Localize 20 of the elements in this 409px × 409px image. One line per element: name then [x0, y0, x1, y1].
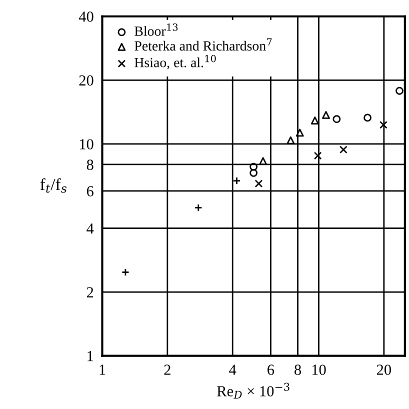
- x-axis-title: Re$_{D}$ × 10$^{−3}$: [217, 382, 290, 399]
- y-tick-label: 4: [86, 224, 94, 234]
- x-tick-label: 10: [312, 364, 326, 375]
- y-tick-label: 20: [79, 75, 94, 86]
- legend-label: Bloor$^{13}$: [134, 23, 178, 36]
- y-tick-label: 8: [86, 160, 94, 170]
- y-axis-title: f$_{t}$/f$_{s}$: [40, 178, 67, 193]
- y-tick-label: 10: [80, 139, 94, 150]
- y-tick-label: 1: [88, 351, 93, 362]
- legend-label: Peterka and Richardson$^{7}$: [134, 38, 272, 51]
- x-tick-label: 1: [100, 364, 106, 375]
- x-tick-label: 4: [229, 364, 236, 375]
- x-tick-label: 8: [294, 364, 302, 375]
- y-tick-label: 2: [86, 287, 94, 298]
- y-tick-label: 40: [78, 12, 94, 22]
- y-tick-label: 6: [86, 186, 94, 196]
- x-tick-label: 2: [164, 364, 170, 375]
- legend-label: Hsiao, et. al.$^{10}$: [134, 54, 216, 70]
- x-tick-label: 6: [268, 364, 274, 375]
- x-tick-label: 20: [376, 364, 391, 375]
